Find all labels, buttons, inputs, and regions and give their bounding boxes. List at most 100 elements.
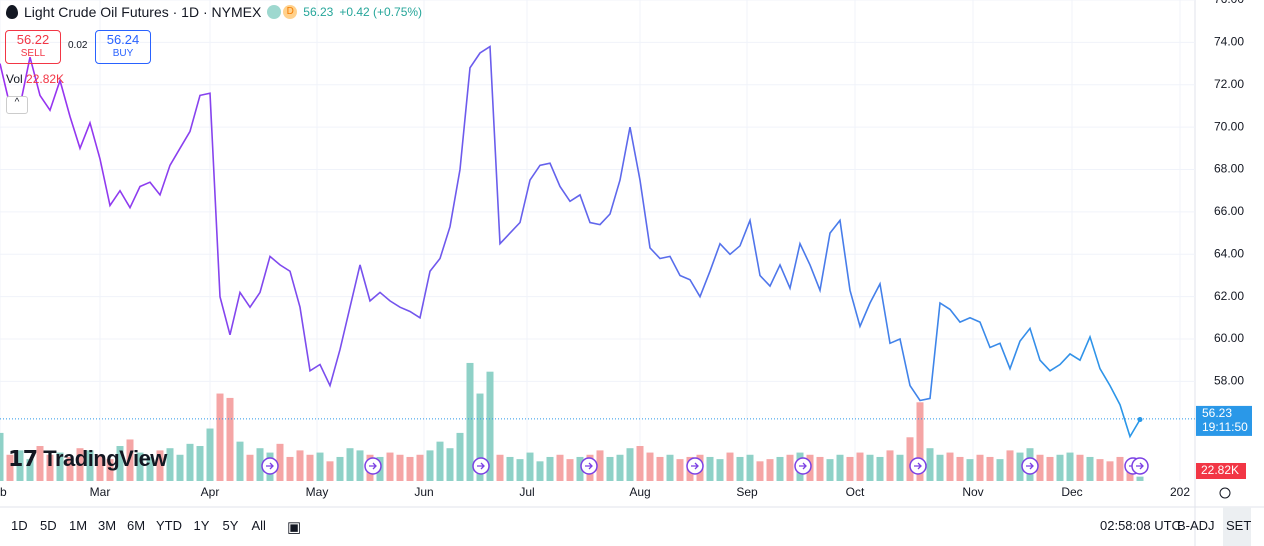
event-arrow: [266, 462, 274, 470]
volume-bar: [946, 452, 954, 481]
volume-bar: [1116, 456, 1124, 481]
volume-bar: [1066, 452, 1074, 481]
volume-bar: [0, 432, 4, 481]
volume-bar: [116, 446, 124, 481]
volume-bar: [906, 437, 914, 481]
volume-bar: [66, 456, 74, 481]
volume-bar: [306, 454, 314, 481]
volume-bar: [856, 452, 864, 481]
volume-bar: [536, 461, 544, 481]
volume-bar: [816, 456, 824, 481]
event-arrow: [1136, 462, 1144, 470]
volume-bar: [1136, 476, 1144, 481]
buy-price: 56.24: [106, 32, 140, 47]
volume-bar: [336, 456, 344, 481]
x-tick-label: Nov: [962, 485, 983, 499]
volume-bar: [666, 454, 674, 481]
volume-bar: [526, 452, 534, 481]
volume-bar: [1056, 454, 1064, 481]
collapse[interactable]: ^: [6, 96, 28, 114]
date-range-icon[interactable]: ▣: [287, 519, 302, 536]
y-tick-label: 60.00: [1214, 331, 1244, 345]
settings-icon[interactable]: [1219, 487, 1231, 499]
volume-bar: [136, 452, 144, 481]
source-badge: D: [283, 5, 298, 19]
volume-bar: [216, 393, 224, 481]
volume-bar: [886, 450, 894, 481]
volume-bar: [836, 454, 844, 481]
countdown: 19:11:50: [1202, 420, 1248, 434]
volume-bar: [416, 454, 424, 481]
volume-bar: [706, 456, 714, 481]
volume-bar: [786, 454, 794, 481]
sell-button[interactable]: 56.22 SELL: [5, 30, 61, 64]
volume-bar: [1036, 454, 1044, 481]
volume-bar: [556, 454, 564, 481]
volume-bar: [766, 459, 774, 481]
volume-bar: [286, 456, 294, 481]
volume-bar: [976, 454, 984, 481]
volume-bar: [726, 452, 734, 481]
volume-bar: [176, 454, 184, 481]
y-tick-label: 64.00: [1214, 246, 1244, 260]
range-button[interactable]: 1Y: [193, 518, 210, 533]
x-tick-label: Sep: [736, 485, 758, 499]
range-button[interactable]: 1M: [69, 518, 88, 533]
clock: 02:58:08 UTC: [1100, 518, 1181, 533]
event-arrow: [369, 462, 377, 470]
y-tick-label: 70.00: [1214, 119, 1244, 133]
adjust[interactable]: B-ADJ: [1177, 518, 1215, 533]
volume-bar: [46, 454, 54, 481]
volume-bar: [26, 459, 34, 481]
range-button[interactable]: 1D: [11, 518, 28, 533]
volume-bar: [236, 441, 244, 481]
volume-bar: [106, 459, 114, 481]
volume-bar: [396, 454, 404, 481]
header: Light Crude Oil Futures · 1D · NYMEX D 5…: [6, 4, 422, 20]
volume-bar: [466, 362, 474, 481]
volume-bar: [596, 450, 604, 481]
volume-bar: [756, 461, 764, 481]
volume-bar: [196, 446, 204, 481]
range-button[interactable]: 6M: [127, 518, 146, 533]
vol-value: 22.82K: [26, 72, 65, 86]
range-button[interactable]: YTD: [156, 518, 182, 533]
sell-label: SELL: [20, 48, 46, 59]
event-arrow: [477, 462, 485, 470]
volume-bar: [986, 456, 994, 481]
session[interactable]: SET: [1226, 518, 1252, 533]
vol-label: Vol: [6, 72, 23, 86]
volume-label: 22.82K: [1201, 463, 1239, 477]
volume-bar: [1006, 450, 1014, 481]
volume-bar: [146, 456, 154, 481]
volume-bar: [646, 452, 654, 481]
y-tick-label: 58.00: [1214, 374, 1244, 388]
range-button[interactable]: 5D: [40, 518, 57, 533]
range-button[interactable]: 5Y: [222, 518, 239, 533]
volume-bar: [206, 428, 214, 481]
volume-bar: [226, 397, 234, 481]
volume-bar: [326, 461, 334, 481]
volume-bar: [676, 459, 684, 481]
event-arrow: [585, 462, 593, 470]
volume-bar: [656, 456, 664, 481]
volume-bar: [496, 454, 504, 481]
buy-button[interactable]: 56.24 BUY: [95, 30, 151, 64]
x-tick-label: Jul: [519, 485, 534, 499]
range-button[interactable]: 3M: [98, 518, 117, 533]
volume-bar: [156, 450, 164, 481]
volume-bar: [86, 450, 94, 481]
y-tick-label: 76.00: [1214, 0, 1244, 6]
volume-bar: [926, 448, 934, 481]
sell-price: 56.22: [16, 32, 50, 47]
volume-bar: [776, 456, 784, 481]
volume-bar: [506, 456, 514, 481]
x-tick-label: Oct: [846, 485, 865, 499]
volume-bar: [1046, 456, 1054, 481]
volume-bar: [716, 459, 724, 481]
event-arrow: [691, 462, 699, 470]
volume-bar: [636, 446, 644, 481]
logo-text: TradingView: [43, 446, 167, 471]
range-button[interactable]: All: [251, 518, 266, 533]
